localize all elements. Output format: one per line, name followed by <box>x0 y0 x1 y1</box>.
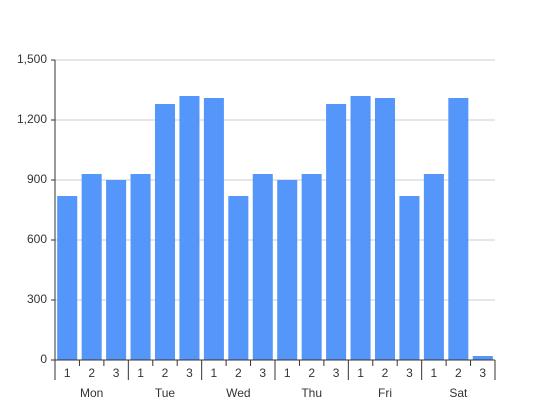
bar <box>154 104 176 360</box>
y-tick-label: 1,200 <box>17 112 47 126</box>
y-tick-label: 600 <box>27 232 47 246</box>
y-tick-label: 1,500 <box>17 52 47 66</box>
bar <box>277 180 298 360</box>
x-tick-label: 2 <box>88 366 95 380</box>
bar <box>472 356 493 360</box>
bar <box>423 174 444 360</box>
group-label: Wed <box>226 386 250 400</box>
group-label: Thu <box>301 386 322 400</box>
x-tick-label: 1 <box>137 366 144 380</box>
bar <box>57 196 78 360</box>
bar <box>252 174 273 360</box>
group-label: Mon <box>80 386 103 400</box>
x-tick-label: 2 <box>455 366 462 380</box>
x-tick-label: 3 <box>479 366 486 380</box>
bar <box>81 174 102 360</box>
group-label: Fri <box>378 386 392 400</box>
x-tick-label: 1 <box>64 366 71 380</box>
x-tick-label: 2 <box>308 366 315 380</box>
x-tick-label: 1 <box>357 366 364 380</box>
y-tick-label: 300 <box>27 292 47 306</box>
x-tick-label: 1 <box>284 366 291 380</box>
x-tick-label: 3 <box>406 366 413 380</box>
y-tick-label: 900 <box>27 172 47 186</box>
bar <box>326 104 347 360</box>
x-tick-label: 2 <box>382 366 389 380</box>
bar <box>106 180 127 360</box>
x-tick-label: 3 <box>259 366 266 380</box>
x-tick-label: 2 <box>162 366 169 380</box>
bar <box>399 196 420 360</box>
bar <box>301 174 322 360</box>
bar <box>448 98 469 360</box>
x-tick-label: 2 <box>235 366 242 380</box>
y-tick-label: 0 <box>40 352 47 366</box>
bar <box>130 174 151 360</box>
bar <box>374 98 396 360</box>
bar <box>228 196 249 360</box>
x-tick-label: 3 <box>333 366 340 380</box>
group-label: Tue <box>155 386 176 400</box>
bar <box>350 96 371 360</box>
bar <box>203 98 224 360</box>
x-tick-label: 1 <box>431 366 438 380</box>
x-tick-label: 1 <box>211 366 218 380</box>
group-label: Sat <box>449 386 468 400</box>
bar <box>179 96 200 360</box>
x-tick-label: 3 <box>113 366 120 380</box>
x-tick-label: 3 <box>186 366 193 380</box>
